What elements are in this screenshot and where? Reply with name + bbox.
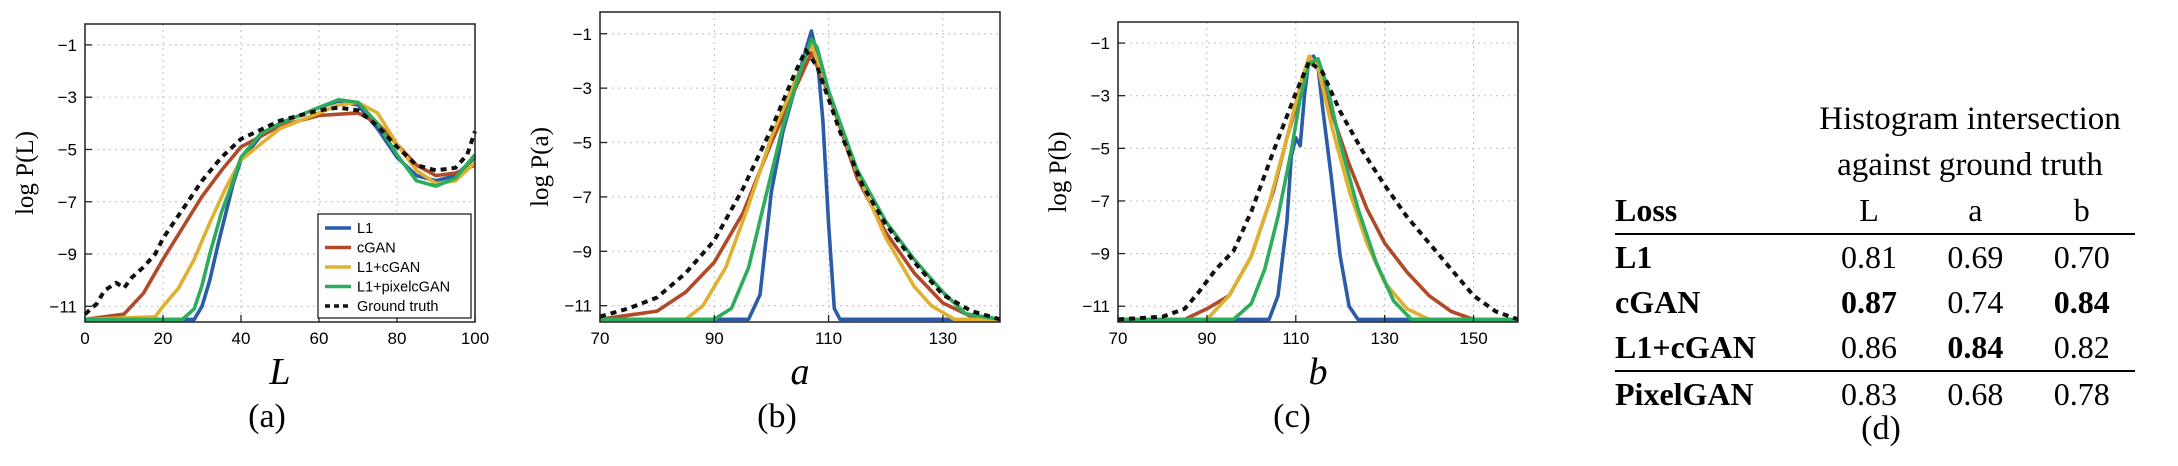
y-tick-label: −1	[1091, 34, 1110, 53]
results-table: Loss L a b L1 0.81 0.69 0.70 cGAN 0.87 0…	[1615, 188, 2135, 417]
y-tick-label: −1	[573, 25, 592, 44]
x-tick-label: 0	[80, 329, 89, 348]
x-tick-label: 70	[1109, 329, 1128, 348]
cell-a: 0.69	[1947, 239, 2004, 275]
row-loss-name: PixelGAN	[1615, 370, 1816, 417]
table-row: L1+cGAN 0.86 0.84 0.82	[1615, 325, 2135, 371]
x-tick-label: 100	[461, 329, 489, 348]
series-line-l1-pixelcgan	[1118, 56, 1518, 322]
series-line-l1	[600, 29, 1000, 322]
y-tick-label: −7	[573, 188, 592, 207]
legend-label-ground-truth: Ground truth	[357, 299, 438, 315]
y-tick-label: −7	[1091, 192, 1110, 211]
y-tick-label: −5	[58, 140, 77, 159]
y-tick-label: −7	[58, 193, 77, 212]
y-tick-label: −11	[1082, 297, 1110, 316]
x-tick-label: 150	[1459, 329, 1487, 348]
x-tick-label: 90	[1197, 329, 1216, 348]
y-tick-label: −3	[58, 88, 77, 107]
column-header-a: a	[1922, 188, 2029, 235]
chart-panel-b: 70 90 110 130 150 −1 −3 −5 −7 −9 −11 b log P(b)	[1045, 21, 1519, 393]
x-axis-label: L	[268, 351, 290, 393]
cell-l: 0.83	[1815, 370, 1923, 417]
y-tick-label: −11	[564, 297, 592, 316]
x-tick-label: 20	[154, 329, 173, 348]
x-tick-label: 40	[232, 329, 251, 348]
cell-b: 0.78	[2028, 370, 2135, 417]
cell-a: 0.84	[1947, 329, 2004, 365]
y-tick-label: −9	[573, 242, 592, 261]
y-tick-label: −5	[1091, 139, 1110, 158]
cell-l: 0.87	[1840, 284, 1897, 320]
y-tick-label: −5	[573, 134, 592, 153]
x-axis-label: b	[1309, 351, 1328, 393]
series-line-l1-cgan	[84, 100, 477, 322]
y-tick-label: −11	[49, 297, 77, 316]
cell-b: 0.84	[2053, 284, 2110, 320]
caption-c: (c)	[1273, 398, 1311, 435]
cell-a: 0.74	[1947, 284, 2004, 320]
table-header-line-1: Histogram intersection	[1819, 101, 2121, 137]
y-tick-label: −9	[1091, 245, 1110, 264]
legend-label-cgan: cGAN	[357, 241, 396, 257]
x-tick-label: 110	[1282, 329, 1309, 348]
series-line-ground-truth	[1117, 59, 1519, 322]
chart-panel-a: 70 90 110 130 −1 −3 −5 −7 −9 −11 a log P(a)	[527, 11, 1001, 393]
y-tick-label: −1	[58, 36, 77, 55]
x-tick-label: 90	[705, 329, 724, 348]
y-tick-label: −3	[1091, 87, 1110, 106]
series-line-ground-truth	[83, 105, 477, 316]
table-row: cGAN 0.87 0.74 0.84	[1615, 280, 2135, 325]
row-loss-name: cGAN	[1615, 284, 1701, 320]
cell-l: 0.81	[1840, 239, 1897, 275]
x-tick-label: 130	[1370, 329, 1398, 348]
y-axis-label: log P(b)	[1045, 131, 1072, 212]
series-line-cgan	[1118, 56, 1518, 322]
y-axis-label: log P(a)	[527, 127, 554, 207]
table-header-line-2: against ground truth	[1837, 147, 2103, 183]
column-header-loss: Loss	[1615, 188, 1816, 235]
cell-b: 0.70	[2053, 239, 2110, 275]
plot-frame	[1117, 21, 1519, 323]
plot-frame	[84, 23, 476, 323]
x-tick-label: 60	[310, 329, 329, 348]
legend-label-l1-cgan: L1+cGAN	[357, 260, 420, 276]
cell-a: 0.68	[1922, 370, 2029, 417]
legend-label-l1: L1	[357, 221, 373, 237]
caption-a: (a)	[248, 398, 286, 435]
series-line-cgan	[599, 50, 1001, 322]
x-tick-label: 110	[815, 329, 842, 348]
cell-b: 0.82	[2053, 329, 2110, 365]
x-axis-label: a	[791, 351, 810, 393]
table-row: L1 0.81 0.69 0.70	[1615, 234, 2135, 280]
table-row: PixelGAN 0.83 0.68 0.78	[1615, 370, 2135, 417]
y-tick-label: −3	[573, 79, 592, 98]
cell-l: 0.86	[1840, 329, 1897, 365]
series-line-l1-cgan	[600, 42, 1000, 322]
table-header-row: Loss L a b	[1615, 188, 2135, 235]
x-tick-label: 70	[591, 329, 610, 348]
histogram-intersection-table: Histogram intersection against ground tr…	[1615, 96, 2135, 417]
y-axis-label: log P(L)	[12, 131, 39, 215]
x-tick-label: 130	[929, 329, 957, 348]
caption-b: (b)	[757, 398, 797, 435]
column-header-l: L	[1815, 188, 1923, 235]
column-header-b: b	[2028, 188, 2135, 235]
series-line-ground-truth	[599, 48, 1001, 322]
plot-frame	[599, 11, 1001, 323]
y-tick-label: −9	[58, 245, 77, 264]
legend-label-l1-pixelcgan: L1+pixelcGAN	[357, 280, 450, 296]
row-loss-name: L1	[1615, 239, 1653, 275]
row-loss-name: L1+cGAN	[1615, 329, 1756, 365]
x-tick-label: 80	[388, 329, 407, 348]
series-line-l1-pixelcgan	[600, 37, 1001, 322]
